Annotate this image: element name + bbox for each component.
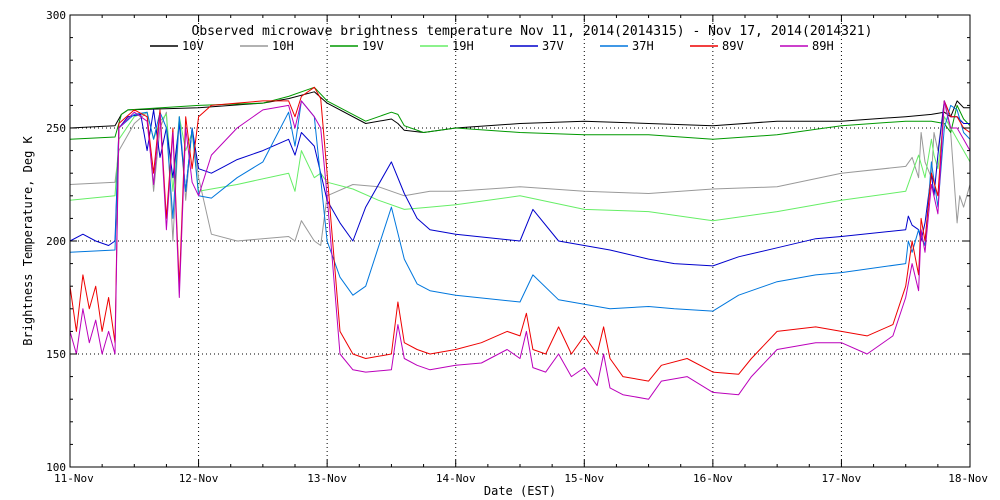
chart-title: Observed microwave brightness temperatur…: [192, 24, 873, 39]
series-line-19v: [69, 86, 971, 140]
legend: 10V 10H 19V 19H 37V 37H 89V 89H: [150, 39, 834, 53]
series-line-89h: [69, 100, 971, 400]
x-tick-label: 18-Nov: [948, 472, 988, 485]
series-line-89v: [69, 86, 971, 382]
legend-label-19v: 19V: [362, 39, 384, 53]
y-tick-label: 150: [46, 348, 66, 361]
x-tick-label: 14-Nov: [436, 472, 476, 485]
y-tick-label: 250: [46, 122, 66, 135]
legend-label-10v: 10V: [182, 39, 204, 53]
x-tick-label: 12-Nov: [179, 472, 219, 485]
series-layer: [69, 86, 971, 400]
x-tick-label: 11-Nov: [54, 472, 94, 485]
legend-label-37h: 37H: [632, 39, 654, 53]
y-axis-title: Brightness Temperature, Deg K: [21, 135, 35, 345]
legend-label-89v: 89V: [722, 39, 744, 53]
x-tick-label: 16-Nov: [693, 472, 733, 485]
series-line-37h: [69, 100, 971, 312]
y-tick-label: 100: [46, 461, 66, 474]
legend-label-89h: 89H: [812, 39, 834, 53]
y-tick-label: 300: [46, 9, 66, 22]
x-axis-title: Date (EST): [484, 484, 556, 498]
series-line-10h: [69, 100, 971, 246]
legend-label-37v: 37V: [542, 39, 564, 53]
y-tick-label: 200: [46, 235, 66, 248]
legend-label-10h: 10H: [272, 39, 294, 53]
series-line-19h: [69, 111, 971, 222]
axis-ticks: 100 150 200 250 300 11-Nov 12-Nov 13-Nov 14-Nov 1…: [46, 9, 988, 485]
x-tick-label: 13-Nov: [307, 472, 347, 485]
legend-label-19h: 19H: [452, 39, 474, 53]
x-tick-label: 17-Nov: [822, 472, 862, 485]
grid-lines: [70, 15, 970, 467]
x-tick-label: 15-Nov: [564, 472, 604, 485]
